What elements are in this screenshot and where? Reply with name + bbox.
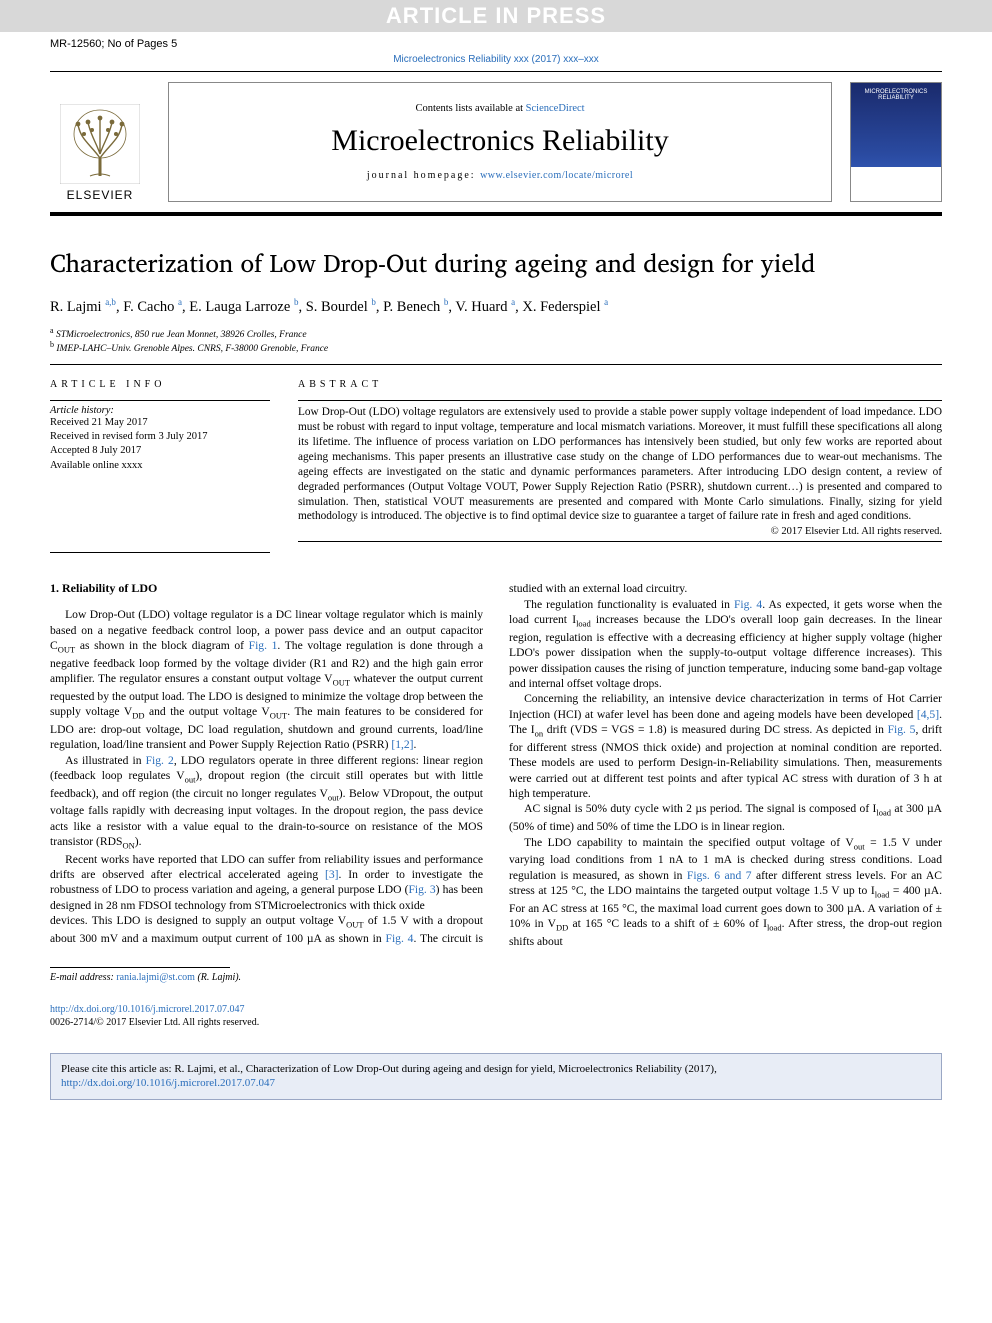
manuscript-id-line: MR-12560; No of Pages 5 — [0, 32, 992, 52]
body-paragraph: Recent works have reported that LDO can … — [50, 852, 483, 914]
abstract-text: Low Drop-Out (LDO) voltage regulators ar… — [298, 405, 942, 524]
elsevier-tree-icon — [60, 104, 140, 184]
body-paragraph: Low Drop-Out (LDO) voltage regulator is … — [50, 607, 483, 752]
info-bottom-divider — [50, 552, 270, 553]
abstract-heading: ABSTRACT — [298, 379, 942, 390]
article-history-lines: Received 21 May 2017 Received in revised… — [50, 416, 270, 473]
article-in-press-banner: ARTICLE IN PRESS — [0, 0, 992, 32]
history-revised: Received in revised form 3 July 2017 — [50, 430, 270, 444]
section-1-heading: 1. Reliability of LDO — [50, 581, 483, 597]
affiliation-b: b IMEP-LAHC–Univ. Grenoble Alpes. CNRS, … — [50, 340, 942, 354]
abstract-copyright: © 2017 Elsevier Ltd. All rights reserved… — [298, 526, 942, 537]
journal-homepage-link[interactable]: www.elsevier.com/locate/microrel — [480, 170, 633, 181]
elsevier-wordmark: ELSEVIER — [67, 188, 134, 202]
body-paragraph: As illustrated in Fig. 2, LDO regulators… — [50, 753, 483, 852]
body-paragraph: Concerning the reliability, an intensive… — [509, 691, 942, 801]
abstract-column: ABSTRACT Low Drop-Out (LDO) voltage regu… — [298, 379, 942, 546]
contents-lists-line: Contents lists available at ScienceDirec… — [415, 103, 584, 114]
cover-title-text: MICROELECTRONICS RELIABILITY — [851, 89, 941, 101]
homepage-prefix: journal homepage: — [367, 170, 480, 181]
doi-link[interactable]: http://dx.doi.org/10.1016/j.microrel.201… — [50, 1004, 245, 1015]
info-abstract-row: ARTICLE INFO Article history: Received 2… — [50, 379, 942, 546]
article-info-heading: ARTICLE INFO — [50, 379, 270, 390]
issn-copyright-line: 0026-2714/© 2017 Elsevier Ltd. All right… — [50, 1017, 259, 1028]
affiliation-list: a STMicroelectronics, 850 rue Jean Monne… — [50, 326, 942, 354]
divider — [298, 400, 942, 401]
article-info-column: ARTICLE INFO Article history: Received 2… — [50, 379, 270, 546]
email-author-suffix: (R. Lajmi). — [195, 972, 241, 983]
citation-text: Please cite this article as: R. Lajmi, e… — [61, 1063, 717, 1075]
journal-masthead: ELSEVIER Contents lists available at Sci… — [0, 72, 992, 212]
corresponding-email-line: E-mail address: rania.lajmi@st.com (R. L… — [50, 972, 942, 983]
citation-doi-link[interactable]: http://dx.doi.org/10.1016/j.microrel.201… — [61, 1077, 275, 1089]
doi-block: http://dx.doi.org/10.1016/j.microrel.201… — [50, 1003, 942, 1029]
page-footer: E-mail address: rania.lajmi@st.com (R. L… — [50, 967, 942, 1029]
journal-homepage-line: journal homepage: www.elsevier.com/locat… — [367, 170, 633, 181]
divider — [50, 364, 942, 365]
contents-prefix: Contents lists available at — [415, 103, 525, 114]
journal-cover-thumbnail[interactable]: MICROELECTRONICS RELIABILITY — [850, 82, 942, 202]
history-accepted: Accepted 8 July 2017 — [50, 444, 270, 458]
body-paragraph: The regulation functionality is evaluate… — [509, 597, 942, 692]
footnote-divider — [50, 967, 230, 968]
thick-divider — [50, 212, 942, 216]
divider — [50, 400, 270, 401]
journal-reference-line[interactable]: Microelectronics Reliability xxx (2017) … — [0, 52, 992, 71]
history-online: Available online xxxx — [50, 459, 270, 473]
history-received: Received 21 May 2017 — [50, 416, 270, 430]
author-list: R. Lajmi a,b, F. Cacho a, E. Lauga Larro… — [50, 297, 942, 316]
author-email-link[interactable]: rania.lajmi@st.com — [116, 972, 195, 983]
divider — [298, 541, 942, 542]
affiliation-a: a STMicroelectronics, 850 rue Jean Monne… — [50, 326, 942, 340]
body-paragraph: AC signal is 50% duty cycle with 2 µs pe… — [509, 801, 942, 834]
article-history-label: Article history: — [50, 405, 270, 416]
masthead-center: Contents lists available at ScienceDirec… — [168, 82, 832, 202]
elsevier-logo[interactable]: ELSEVIER — [50, 82, 150, 202]
journal-title: Microelectronics Reliability — [331, 124, 668, 158]
body-paragraph: The LDO capability to maintain the speci… — [509, 835, 942, 949]
email-label: E-mail address: — [50, 972, 116, 983]
article-body: 1. Reliability of LDO Low Drop-Out (LDO)… — [50, 581, 942, 949]
article-title: Characterization of Low Drop-Out during … — [50, 242, 942, 283]
citation-box: Please cite this article as: R. Lajmi, e… — [50, 1053, 942, 1100]
sciencedirect-link[interactable]: ScienceDirect — [526, 103, 585, 114]
